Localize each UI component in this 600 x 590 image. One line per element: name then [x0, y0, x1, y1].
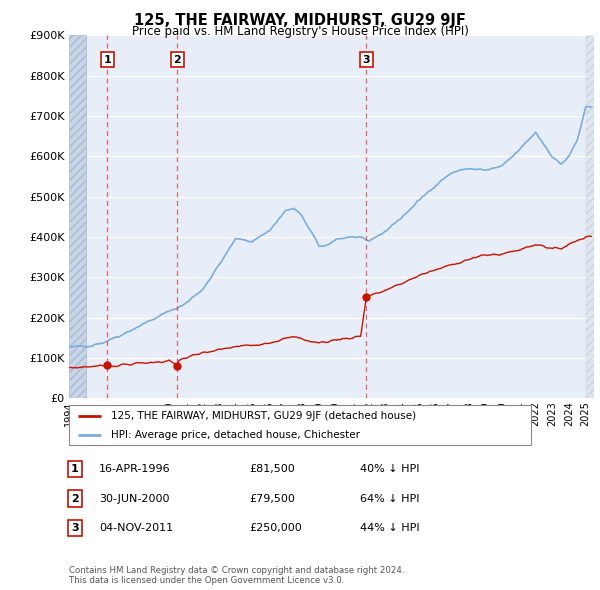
- Bar: [586, 35, 594, 398]
- Text: 1: 1: [71, 464, 79, 474]
- Text: 30-JUN-2000: 30-JUN-2000: [99, 494, 170, 503]
- Text: 2: 2: [173, 55, 181, 64]
- Text: 2: 2: [71, 494, 79, 503]
- Text: 40% ↓ HPI: 40% ↓ HPI: [360, 464, 419, 474]
- Text: 3: 3: [362, 55, 370, 64]
- Text: 16-APR-1996: 16-APR-1996: [99, 464, 170, 474]
- Text: £81,500: £81,500: [249, 464, 295, 474]
- Bar: [69, 35, 86, 398]
- Text: 125, THE FAIRWAY, MIDHURST, GU29 9JF (detached house): 125, THE FAIRWAY, MIDHURST, GU29 9JF (de…: [110, 411, 416, 421]
- Text: £250,000: £250,000: [249, 523, 302, 533]
- Text: Price paid vs. HM Land Registry's House Price Index (HPI): Price paid vs. HM Land Registry's House …: [131, 25, 469, 38]
- Text: 64% ↓ HPI: 64% ↓ HPI: [360, 494, 419, 503]
- Text: 125, THE FAIRWAY, MIDHURST, GU29 9JF: 125, THE FAIRWAY, MIDHURST, GU29 9JF: [134, 13, 466, 28]
- Text: 04-NOV-2011: 04-NOV-2011: [99, 523, 173, 533]
- Text: £79,500: £79,500: [249, 494, 295, 503]
- Text: HPI: Average price, detached house, Chichester: HPI: Average price, detached house, Chic…: [110, 430, 359, 440]
- Text: 1: 1: [103, 55, 111, 64]
- Text: Contains HM Land Registry data © Crown copyright and database right 2024.
This d: Contains HM Land Registry data © Crown c…: [69, 566, 404, 585]
- FancyBboxPatch shape: [69, 405, 531, 445]
- Text: 44% ↓ HPI: 44% ↓ HPI: [360, 523, 419, 533]
- Text: 3: 3: [71, 523, 79, 533]
